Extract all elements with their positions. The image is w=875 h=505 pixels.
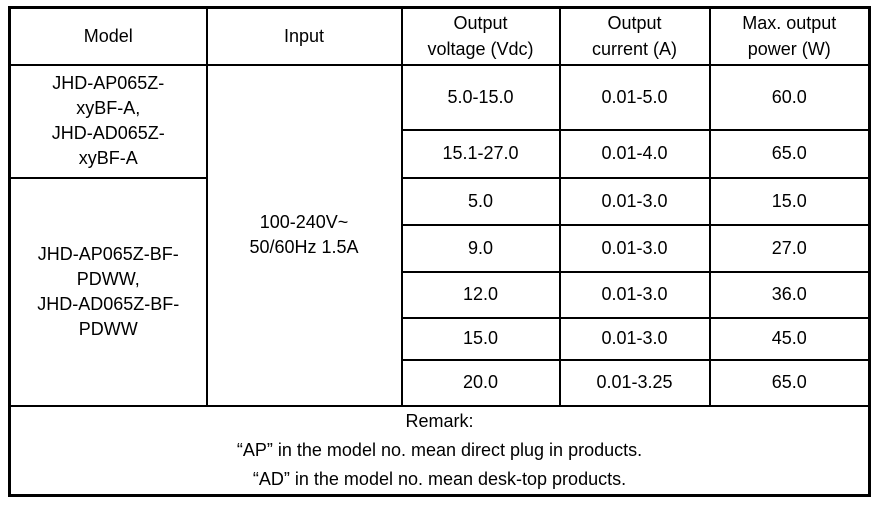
header-input-line: Input [283, 26, 325, 47]
model-group-2-cell: JHD-AP065Z-BF- PDWW, JHD-AD065Z-BF- PDWW [8, 176, 208, 407]
header-output-voltage-line1: Output [453, 13, 508, 34]
voltage-cell: 20.0 [400, 358, 561, 407]
model-group-1-line1: JHD-AP065Z- [52, 73, 165, 93]
input-cell: 100-240V~ 50/60Hz 1.5A [205, 63, 403, 407]
power-cell: 36.0 [708, 270, 871, 319]
header-output-voltage-line2: voltage (Vdc) [427, 39, 534, 60]
header-max-output-power: Max. output power (W) [708, 6, 871, 66]
model-group-1-line3: JHD-AD065Z- [51, 123, 165, 143]
power-cell: 45.0 [708, 316, 871, 361]
power-cell: 27.0 [708, 223, 871, 273]
model-group-2-line1: JHD-AP065Z-BF- [37, 243, 179, 264]
table-row: JHD-AP065Z- xyBF-A, JHD-AD065Z- xyBF-A 1… [8, 63, 871, 407]
remark-line-ad: “AD” in the model no. mean desk-top prod… [252, 468, 627, 489]
header-model-line: Model [83, 26, 133, 47]
current-cell: 0.01-3.0 [558, 270, 711, 319]
current-cell: 0.01-3.25 [558, 358, 711, 407]
voltage-cell: 12.0 [400, 270, 561, 319]
table-row: JHD-AP065Z-BF- PDWW, JHD-AD065Z-BF- PDWW… [8, 176, 871, 407]
header-max-output-power-line1: Max. output [742, 13, 837, 34]
model-group-2-line3: JHD-AD065Z-BF- [37, 293, 180, 314]
current-cell: 0.01-4.0 [558, 128, 711, 179]
header-output-current-line2: current (A) [591, 39, 678, 60]
power-cell: 60.0 [708, 63, 871, 131]
power-cell: 15.0 [708, 176, 871, 226]
input-line1: 100-240V~ [259, 212, 349, 232]
model-group-1-line4: xyBF-A [78, 148, 138, 168]
table-row: 12.0 0.01-3.0 36.0 [10, 270, 871, 319]
voltage-cell: 15.0 [400, 316, 561, 361]
header-output-voltage: Output voltage (Vdc) [400, 6, 561, 66]
table-row: 9.0 0.01-3.0 27.0 [10, 223, 871, 273]
header-model: Model [8, 6, 208, 66]
model-group-1-line2: xyBF-A, [76, 98, 141, 118]
model-group-2-line2: PDWW, [76, 268, 140, 289]
voltage-cell: 15.1-27.0 [400, 128, 561, 179]
power-cell: 65.0 [708, 128, 871, 179]
header-max-output-power-line2: power (W) [747, 39, 831, 60]
header-output-current: Output current (A) [558, 6, 711, 66]
power-spec-table: Model Input Output voltage (Vdc) Output … [8, 6, 871, 497]
power-cell: 65.0 [708, 358, 871, 407]
current-cell: 0.01-3.0 [558, 316, 711, 361]
remark-title: Remark: [405, 410, 474, 431]
header-row: Model Input Output voltage (Vdc) Output … [8, 6, 871, 66]
table-row: 15.0 0.01-3.0 45.0 [10, 316, 871, 361]
remark-line-ap: “AP” in the model no. mean direct plug i… [236, 439, 643, 460]
current-cell: 0.01-3.0 [558, 176, 711, 226]
remark-row: Remark: “AP” in the model no. mean direc… [8, 404, 871, 496]
voltage-cell: 5.0-15.0 [400, 63, 561, 131]
table-row: 20.0 0.01-3.25 65.0 [10, 358, 871, 407]
model-group-2-line4: PDWW [78, 318, 138, 339]
voltage-cell: 5.0 [400, 176, 561, 226]
current-cell: 0.01-5.0 [558, 63, 711, 131]
table-row: 15.1-27.0 0.01-4.0 65.0 [10, 128, 871, 179]
model-group-1-cell: JHD-AP065Z- xyBF-A, JHD-AD065Z- xyBF-A [8, 63, 208, 179]
voltage-cell: 9.0 [400, 223, 561, 273]
current-cell: 0.01-3.0 [558, 223, 711, 273]
remark-cell: Remark: “AP” in the model no. mean direc… [8, 404, 871, 496]
header-output-current-line1: Output [607, 13, 662, 34]
header-input: Input [205, 6, 403, 66]
input-line2: 50/60Hz 1.5A [249, 237, 359, 257]
